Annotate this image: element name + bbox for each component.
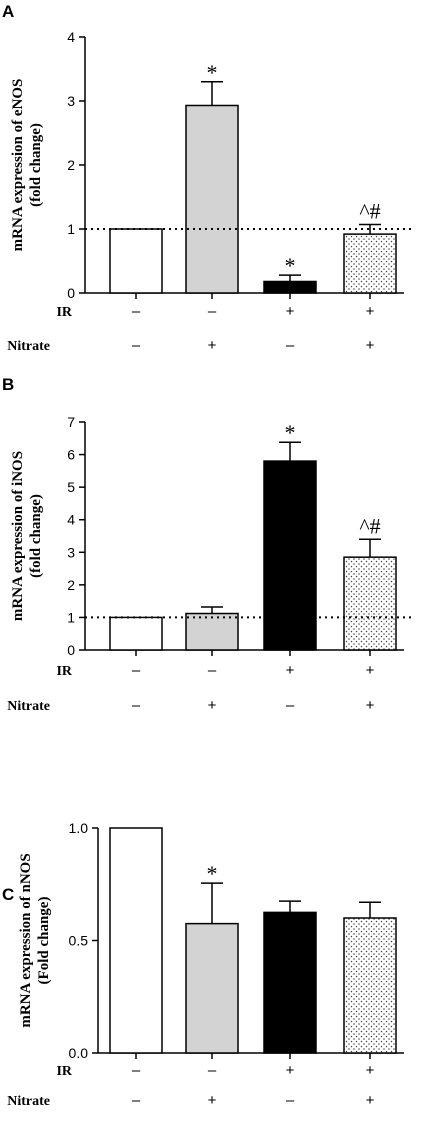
- y-tick-label: 1: [67, 609, 75, 625]
- y-tick-label: 3: [67, 93, 75, 109]
- bar-1: [109, 228, 163, 294]
- condition-mark: –: [286, 1092, 295, 1109]
- y-tick-label: 4: [67, 512, 75, 528]
- significance-marker: *: [285, 253, 296, 278]
- y-tick-label: 5: [67, 479, 75, 495]
- bar-2: [185, 104, 239, 294]
- bar-1: [109, 827, 163, 1054]
- condition-mark: –: [132, 303, 141, 320]
- condition-mark: +: [286, 1062, 295, 1079]
- bar-2: [185, 922, 239, 1054]
- bar-4: [343, 233, 397, 294]
- condition-label-ir: IR: [56, 1064, 72, 1079]
- significance-marker: ^#: [359, 199, 380, 224]
- y-axis-label-units: (fold change): [28, 123, 44, 207]
- significance-marker: *: [207, 60, 218, 85]
- y-tick-label: 0.0: [69, 1045, 89, 1061]
- condition-label-ir: IR: [56, 664, 72, 679]
- bar-1: [109, 616, 163, 651]
- bar-4: [343, 917, 397, 1054]
- y-tick-label: 2: [67, 157, 75, 173]
- significance-marker: *: [285, 420, 296, 445]
- significance-marker: *: [207, 861, 218, 886]
- condition-mark: –: [132, 337, 141, 354]
- condition-mark: +: [208, 337, 217, 354]
- y-tick-label: 4: [67, 29, 75, 45]
- y-axis-label: mRNA expression of nNOS: [18, 853, 34, 1027]
- bar-2: [185, 612, 239, 651]
- y-tick-label: 0.5: [69, 933, 89, 949]
- condition-mark: –: [208, 1062, 217, 1079]
- condition-mark: –: [286, 337, 295, 354]
- panel-letter: C: [2, 885, 14, 904]
- y-tick-label: 1: [67, 221, 75, 237]
- condition-mark: +: [366, 337, 375, 354]
- y-axis-label-units: (Fold change): [36, 897, 52, 985]
- y-tick-label: 7: [67, 414, 75, 430]
- condition-mark: –: [132, 697, 141, 714]
- condition-mark: +: [286, 662, 295, 679]
- condition-mark: +: [366, 1062, 375, 1079]
- condition-mark: –: [132, 1062, 141, 1079]
- bar-3: [263, 280, 317, 294]
- condition-mark: –: [132, 662, 141, 679]
- condition-mark: +: [366, 303, 375, 320]
- y-axis-label: mRNA expression of iNOS: [10, 451, 26, 621]
- condition-mark: –: [208, 662, 217, 679]
- y-tick-label: 3: [67, 544, 75, 560]
- condition-mark: +: [208, 1092, 217, 1109]
- y-tick-label: 0: [67, 285, 75, 301]
- condition-label-nitrate: Nitrate: [7, 1094, 50, 1109]
- condition-mark: –: [286, 697, 295, 714]
- y-axis-label-units: (fold change): [28, 494, 44, 578]
- condition-label-ir: IR: [56, 305, 72, 320]
- bar-4: [343, 556, 397, 651]
- significance-marker: ^#: [359, 513, 380, 538]
- condition-mark: –: [208, 303, 217, 320]
- y-tick-label: 2: [67, 577, 75, 593]
- bar-3: [263, 911, 317, 1054]
- condition-mark: +: [366, 1092, 375, 1109]
- condition-mark: +: [286, 303, 295, 320]
- condition-mark: –: [132, 1092, 141, 1109]
- condition-mark: +: [366, 662, 375, 679]
- panel-letter: A: [2, 2, 14, 21]
- condition-mark: +: [366, 697, 375, 714]
- y-tick-label: 6: [67, 447, 75, 463]
- y-axis-label: mRNA expression of eNOS: [10, 79, 26, 252]
- condition-mark: +: [208, 697, 217, 714]
- condition-label-nitrate: Nitrate: [7, 339, 50, 354]
- bar-3: [263, 460, 317, 651]
- y-tick-label: 1.0: [69, 820, 89, 836]
- condition-label-nitrate: Nitrate: [7, 699, 50, 714]
- panel-letter: B: [2, 375, 14, 394]
- y-tick-label: 0: [67, 642, 75, 658]
